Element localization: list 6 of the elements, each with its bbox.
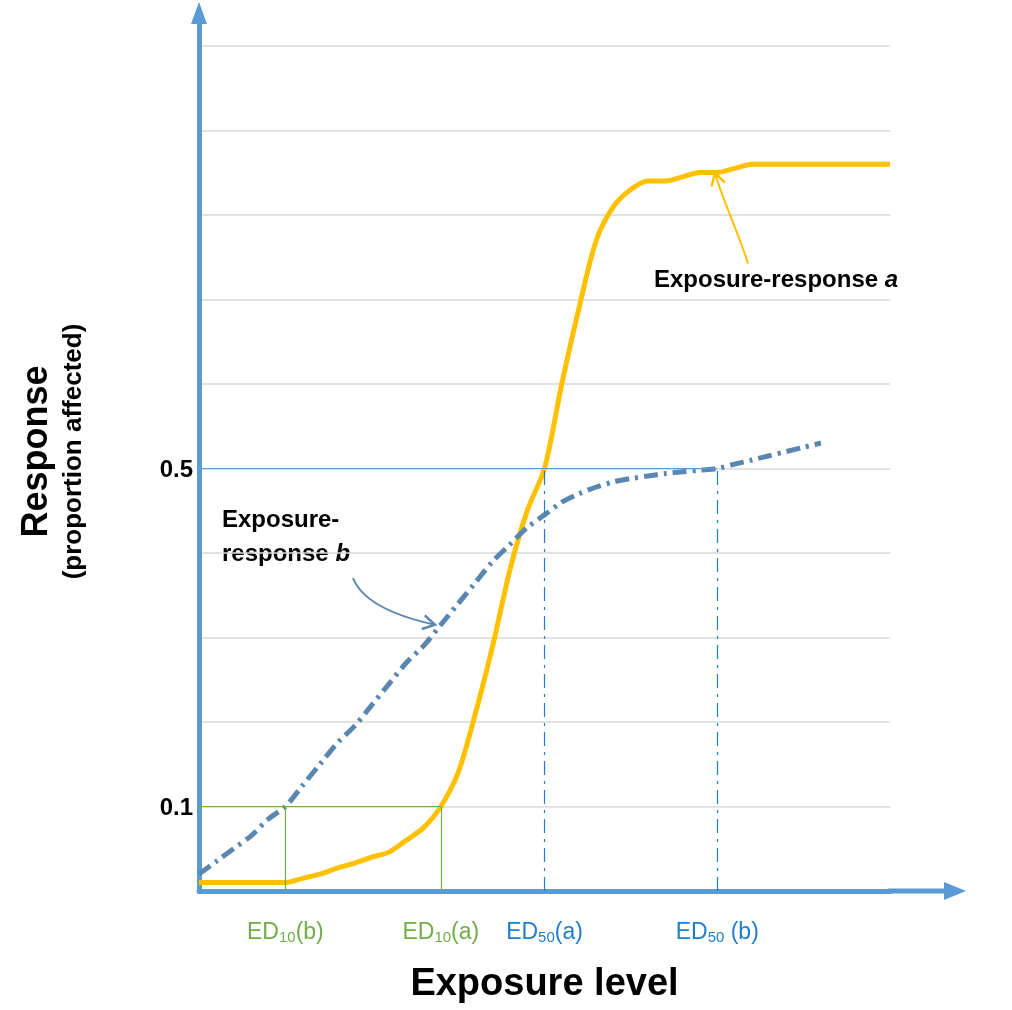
- y-tick-label: 0.5: [159, 454, 193, 482]
- annotation: Exposure-response b: [222, 504, 351, 566]
- y-axis-title: Response (proportion affected): [13, 323, 87, 580]
- x-axis-title: Exposure level: [410, 961, 679, 1003]
- y-tick-label: 0.1: [159, 792, 193, 820]
- annotation: Exposure-response a: [654, 264, 899, 292]
